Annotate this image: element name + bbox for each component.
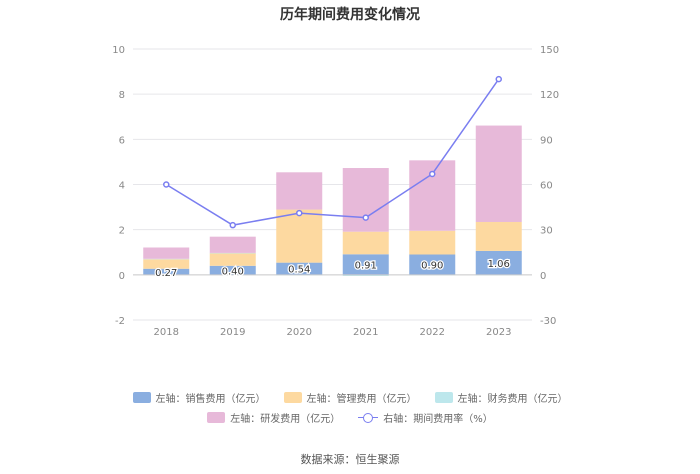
data-label: 0.40 — [222, 266, 244, 277]
right-axis-tick-label: 30 — [540, 226, 553, 237]
right-axis-tick-label: 150 — [540, 45, 559, 56]
x-axis-tick-label: 2020 — [287, 327, 312, 338]
bar-segment — [475, 125, 522, 222]
bar-segment — [209, 252, 256, 254]
chart-title: 历年期间费用变化情况 — [280, 7, 420, 23]
bar-segment — [475, 221, 522, 251]
legend-label-finance: 左轴：财务费用（亿元） — [457, 394, 568, 405]
right-axis-tick-label: 90 — [540, 135, 553, 146]
bar-segment — [342, 168, 389, 232]
x-axis-tick-label: 2021 — [353, 327, 378, 338]
left-axis-tick-label: -2 — [115, 316, 125, 327]
bar-segment — [342, 274, 389, 276]
bar-segment — [209, 253, 256, 266]
left-axis-tick-label: 10 — [112, 45, 125, 56]
x-axis-tick-label: 2022 — [420, 327, 445, 338]
legend-label-sales: 左轴：销售费用（亿元） — [155, 394, 266, 405]
bar-segment — [143, 247, 190, 259]
bar-segment — [143, 259, 190, 269]
expense-ratio-line — [165, 78, 500, 226]
right-axis-tick-label: -30 — [540, 316, 556, 327]
bar-segment — [475, 250, 522, 275]
bar-segment — [342, 254, 389, 275]
bar-segment — [209, 265, 256, 275]
expense-ratio-point — [495, 75, 502, 83]
left-axis-tick-label: 2 — [119, 226, 125, 237]
x-axis-tick-label: 2018 — [154, 327, 179, 338]
bar-segment — [209, 236, 256, 253]
left-axis-tick-label: 8 — [119, 90, 125, 101]
data-source: 数据来源：恒生聚源 — [300, 453, 400, 466]
legend-row-2: 左轴：研发费用（亿元） 右轴：期间费用率（%） — [0, 410, 700, 425]
legend-swatch-sales — [132, 392, 151, 403]
expense-ratio-point — [429, 170, 436, 178]
bar-segment — [276, 209, 323, 263]
data-label: 1.06 — [488, 259, 510, 270]
bar-segment — [409, 230, 456, 255]
legend-item-expense-ratio[interactable]: 右轴：期间费用率（%） — [358, 410, 493, 425]
legend-swatch-rd — [207, 412, 226, 423]
left-axis-tick-label: 0 — [119, 271, 125, 282]
bar-segment — [342, 231, 389, 255]
bar-segment — [276, 172, 323, 210]
expense-ratio-point — [229, 221, 236, 229]
expense-ratio-point — [163, 181, 170, 188]
legend-line-marker-icon — [358, 412, 379, 423]
bar-segment — [409, 254, 456, 275]
expense-ratio-point — [362, 214, 369, 221]
legend-label-admin: 左轴：管理费用（亿元） — [306, 394, 417, 405]
left-axis-tick-label: 4 — [119, 181, 125, 192]
bar-segment — [143, 258, 190, 260]
data-label: 0.91 — [355, 261, 377, 272]
expense-ratio-point — [296, 209, 303, 217]
right-axis-tick-label: 120 — [540, 90, 559, 101]
legend-swatch-finance — [434, 392, 453, 403]
left-axis-tick-label: 6 — [119, 135, 125, 146]
legend-label-rd: 左轴：研发费用（亿元） — [230, 414, 341, 425]
right-axis-tick-label: 60 — [540, 181, 553, 192]
legend-item-admin[interactable]: 左轴：管理费用（亿元） — [283, 390, 417, 405]
data-label: 0.27 — [155, 268, 177, 279]
data-label: 0.54 — [288, 265, 310, 276]
bar-segment — [143, 268, 190, 275]
x-axis-tick-label: 2019 — [220, 327, 245, 338]
bar-segment — [276, 262, 323, 275]
legend-swatch-admin — [283, 392, 302, 403]
legend-label-expense-ratio: 右轴：期间费用率（%） — [383, 414, 493, 425]
x-axis-tick-label: 2023 — [486, 327, 511, 338]
legend-item-sales[interactable]: 左轴：销售费用（亿元） — [132, 390, 266, 405]
legend-row-1: 左轴：销售费用（亿元） 左轴：管理费用（亿元） 左轴：财务费用（亿元） — [0, 390, 700, 405]
legend-item-finance[interactable]: 左轴：财务费用（亿元） — [434, 390, 568, 405]
right-axis-tick-label: 0 — [540, 271, 546, 282]
data-label: 0.90 — [421, 261, 443, 272]
legend-item-rd[interactable]: 左轴：研发费用（亿元） — [207, 410, 340, 425]
